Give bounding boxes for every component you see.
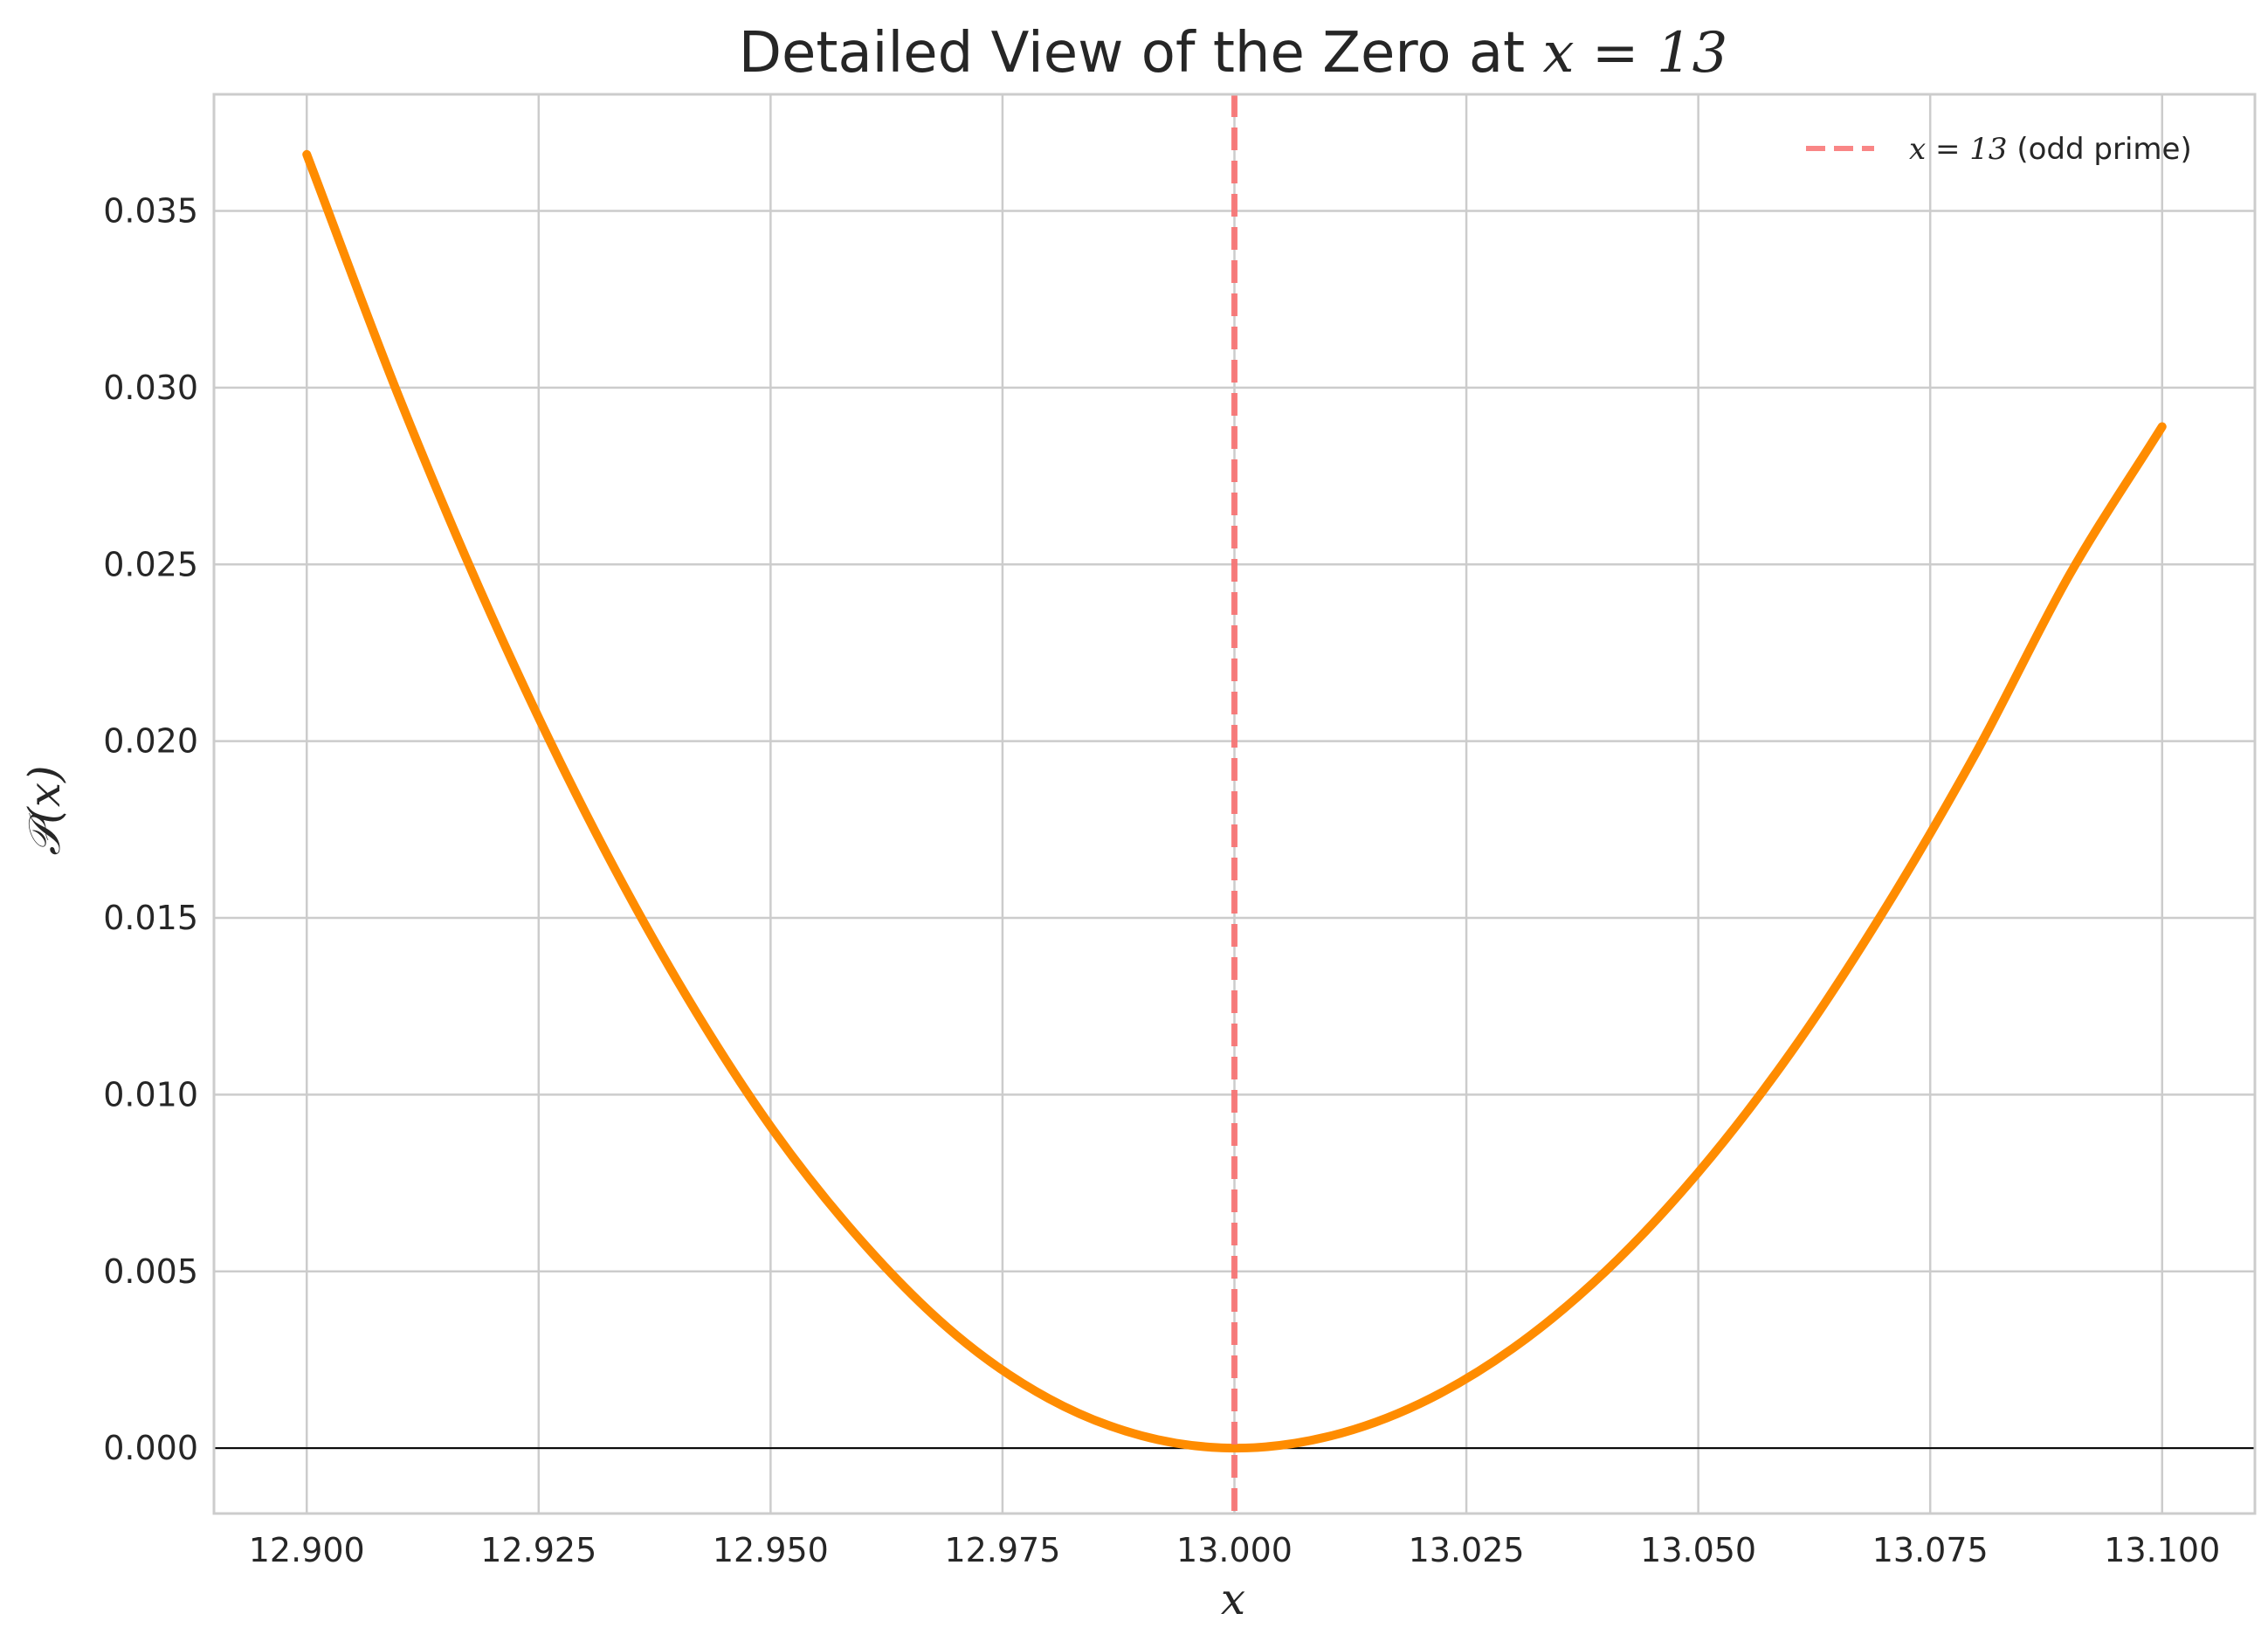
x-tick-labels: 12.900 12.925 12.950 12.975 13.000 13.025 13.0…: [249, 1531, 2221, 1569]
x-tick-label: 13.075: [1872, 1531, 1989, 1569]
x-tick-label: 12.925: [480, 1531, 596, 1569]
legend-label-math: x = 13: [1909, 132, 2008, 167]
legend: x = 13 (odd prime): [1806, 132, 2192, 167]
x-tick-label: 13.100: [2104, 1531, 2220, 1569]
x-tick-label: 13.000: [1176, 1531, 1293, 1569]
y-tick-label: 0.000: [103, 1429, 198, 1467]
y-tick-label: 0.010: [103, 1075, 198, 1114]
y-tick-label: 0.005: [103, 1252, 198, 1291]
y-tick-label: 0.030: [103, 369, 198, 407]
series-group: [302, 149, 2167, 1453]
y-tick-label: 0.020: [103, 722, 198, 761]
x-axis-title: x: [1221, 1574, 1245, 1624]
series-line: [302, 149, 2167, 1453]
x-tick-label: 12.950: [713, 1531, 829, 1569]
x-tick-label: 12.975: [944, 1531, 1060, 1569]
y-tick-label: 0.035: [103, 192, 198, 231]
legend-label: x = 13 (odd prime): [1909, 132, 2192, 167]
chart-title-math: x = 13: [1542, 21, 1727, 86]
y-tick-label: 0.025: [103, 545, 198, 583]
y-axis-title: 𝒫(x): [19, 765, 70, 855]
x-tick-label: 12.900: [249, 1531, 365, 1569]
y-tick-labels: 0.000 0.005 0.010 0.015 0.020 0.025 0.030 0.035: [103, 192, 198, 1468]
chart-title: Detailed View of the Zero at x = 13: [739, 21, 1728, 86]
legend-label-suffix: (odd prime): [2008, 132, 2192, 167]
x-tick-label: 13.025: [1409, 1531, 1525, 1569]
chart-title-text: Detailed View of the Zero at: [739, 21, 1543, 86]
plot-frame: [212, 93, 2257, 1515]
y-tick-label: 0.015: [103, 899, 198, 937]
x-tick-label: 13.050: [1640, 1531, 1756, 1569]
